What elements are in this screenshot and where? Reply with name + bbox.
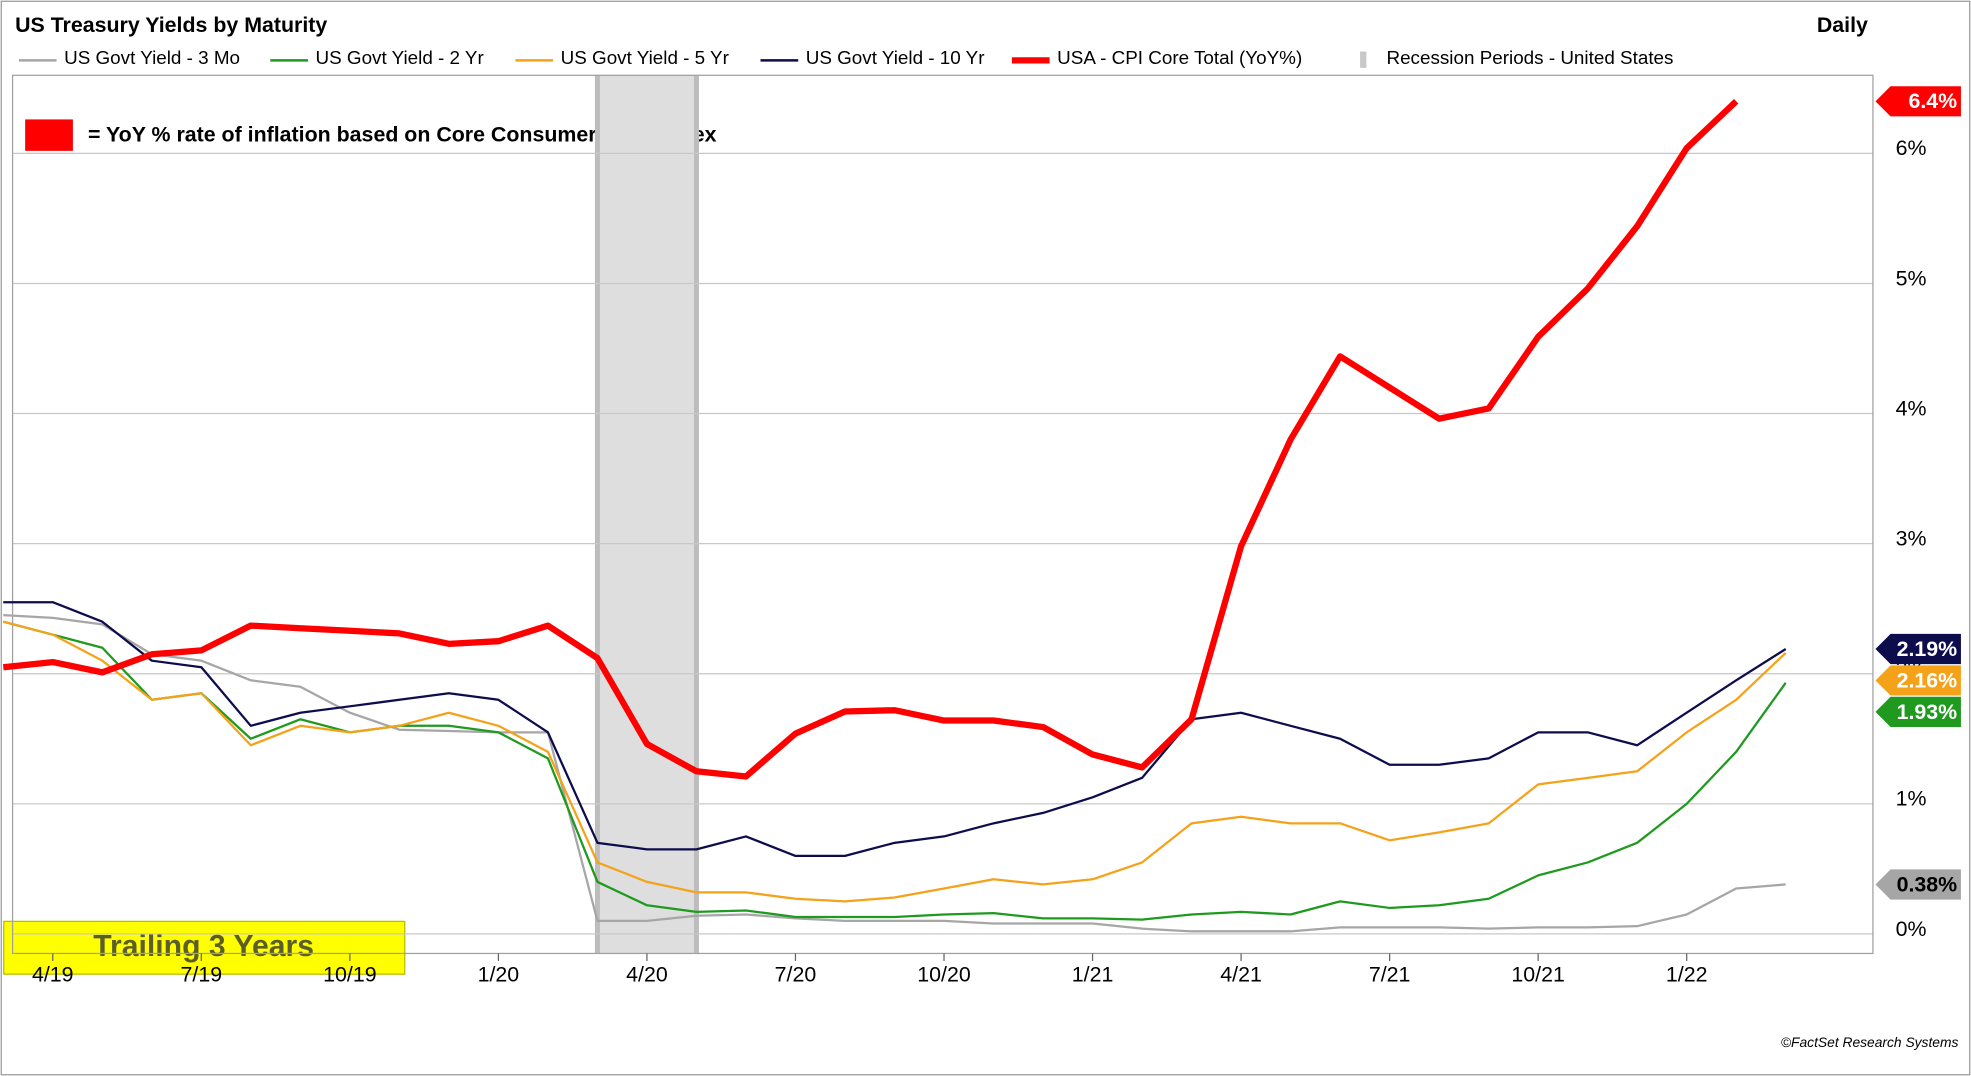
trailing-box [3,920,406,975]
end-callout [1875,633,1961,665]
legend-label: US Govt Yield - 10 Yr [806,47,985,68]
end-callout [1875,665,1961,696]
x-tick-label: 7/20 [775,963,817,987]
end-callout-label: 0.38% [1897,872,1958,896]
x-tick-label: 4/21 [1220,963,1262,987]
end-callout-label: 2.16% [1897,668,1958,692]
legend-label: USA - CPI Core Total (YoY%) [1057,47,1302,68]
end-callout [1875,696,1961,727]
end-callout-label: 6.4% [1908,89,1957,113]
y-tick-label: 6% [1896,136,1927,160]
y-tick-label: 1% [1896,787,1927,811]
end-callout-label: 1.93% [1897,700,1958,724]
plot-frame [11,74,1874,955]
end-callout [1875,86,1961,117]
x-tick-label: 7/19 [181,963,223,987]
source-note: ©FactSet Research Systems [1781,1034,1959,1050]
y-tick-label: 4% [1896,396,1927,420]
series-line [2,620,1787,903]
series-line [2,620,1787,921]
legend-label: US Govt Yield - 3 Mo [64,47,240,68]
cpi-note-swatch [25,119,73,151]
legend-label: Recession Periods - United States [1386,47,1673,68]
x-tick-label: 4/19 [32,963,74,987]
y-tick-label: 5% [1896,266,1927,290]
end-callout-label: 2.19% [1897,637,1958,661]
x-tick-label: 10/21 [1511,963,1564,987]
recession-band [597,75,697,954]
series-line [2,99,1739,780]
end-callout [1875,869,1961,900]
x-tick-label: 10/20 [917,963,971,987]
legend-label: US Govt Yield - 5 Yr [561,47,729,68]
chart-title: US Treasury Yields by Maturity [15,13,327,37]
y-tick-label: 0% [1896,917,1927,941]
x-tick-label: 1/21 [1072,963,1114,987]
series-line [3,601,1787,858]
legend-label: US Govt Yield - 2 Yr [316,47,484,68]
period-label: Daily [1817,13,1868,37]
trailing-label: Trailing 3 Years [93,930,314,963]
x-tick-label: 10/19 [323,963,376,987]
series-line [3,614,1786,933]
x-tick-label: 1/20 [478,963,520,987]
x-tick-label: 4/20 [626,963,668,987]
legend-swatch [1360,51,1367,68]
x-tick-label: 7/21 [1369,963,1411,987]
x-tick-label: 1/22 [1666,963,1708,987]
y-tick-label: 3% [1896,527,1927,551]
